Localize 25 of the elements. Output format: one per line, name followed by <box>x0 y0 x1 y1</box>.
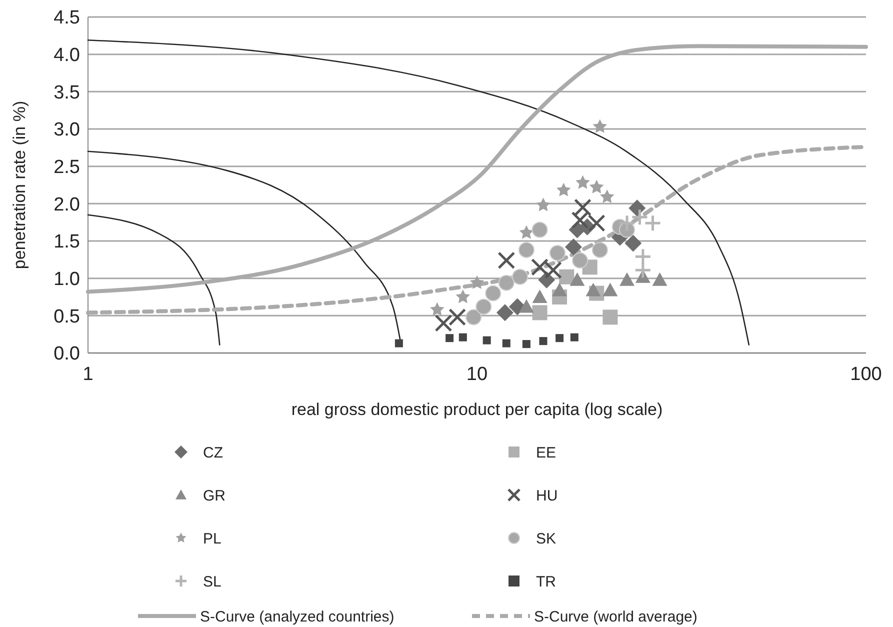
x-tick-label: 100 <box>850 364 882 385</box>
legend-label: GR <box>203 487 226 504</box>
legend-label: CZ <box>203 444 223 462</box>
y-axis-title: penetration rate (in %) <box>10 100 29 270</box>
legend-label: TR <box>536 573 556 590</box>
legend-label: SK <box>536 530 556 548</box>
legend-label: S-Curve (analyzed countries) <box>200 608 394 626</box>
legend-label: EE <box>536 444 556 462</box>
y-tick-label: 2.5 <box>54 156 80 178</box>
y-tick-label: 3.0 <box>54 120 80 141</box>
y-tick-label: 1.0 <box>54 268 80 290</box>
y-tick-label: 3.5 <box>54 82 80 104</box>
x-axis-title: real gross domestic product per capita (log scale) <box>291 400 663 419</box>
legend-label: HU <box>536 487 558 504</box>
y-tick-label: 0.0 <box>54 344 80 365</box>
y-tick-label: 4.5 <box>54 8 80 29</box>
legend-label: S-Curve (world average) <box>534 608 698 626</box>
legend-label: PL <box>203 530 222 548</box>
x-tick-label: 10 <box>466 364 488 385</box>
x-tick-label: 1 <box>82 364 94 385</box>
legend-label: SL <box>203 573 222 590</box>
y-tick-label: 4.0 <box>54 44 80 66</box>
y-tick-label: 1.5 <box>54 232 80 253</box>
y-tick-label: 0.5 <box>54 306 80 328</box>
y-tick-label: 2.0 <box>54 194 80 216</box>
